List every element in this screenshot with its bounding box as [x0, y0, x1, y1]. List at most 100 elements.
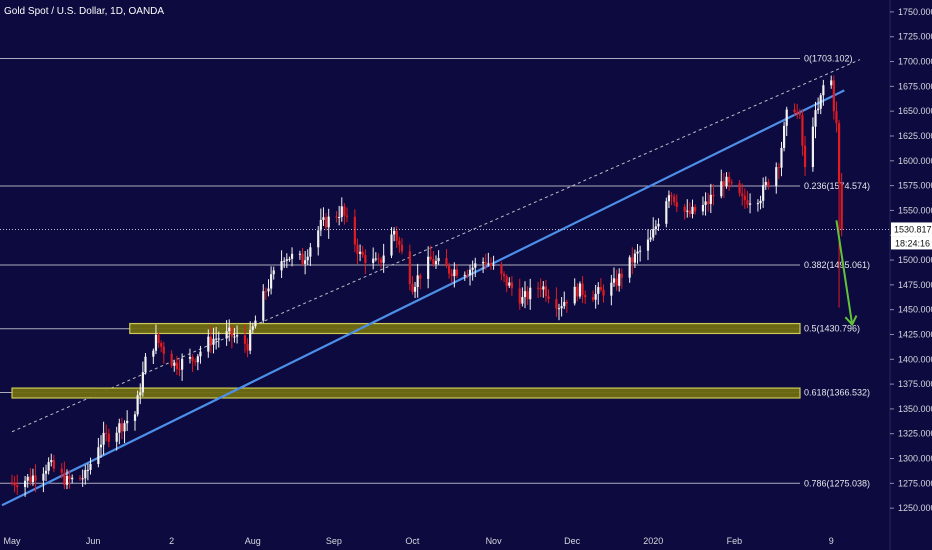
candle-body [356, 244, 359, 254]
zone-layer [11, 322, 801, 399]
candle-body [97, 447, 100, 464]
candle-body [649, 237, 652, 240]
fib-label: 0(1703.102) [804, 53, 853, 63]
candle-body [173, 362, 176, 366]
candle-body [411, 283, 414, 292]
candle-body [767, 181, 770, 186]
y-tick-label: 1625.000 [898, 131, 932, 141]
candle-body [160, 343, 163, 347]
candle-body [382, 255, 385, 263]
candle-body [557, 308, 561, 310]
candle-body [178, 368, 181, 370]
candle-body [536, 287, 540, 289]
candle-body [471, 267, 474, 270]
candle-body [730, 182, 733, 184]
y-tick-label: 1300.000 [898, 454, 932, 464]
candle-body [712, 194, 715, 197]
candle-body [309, 247, 312, 257]
candle-body [594, 293, 597, 300]
y-tick-label: 1750.000 [898, 7, 932, 17]
candle-body [707, 201, 710, 204]
candle-body [157, 334, 160, 344]
candle-body [374, 258, 377, 260]
candle-body [427, 256, 430, 279]
x-tick-label: 2 [169, 536, 174, 546]
candle-body [44, 470, 48, 474]
y-tick-label: 1675.000 [898, 81, 932, 91]
candle-body [319, 219, 322, 231]
candle-body [597, 287, 600, 294]
x-tick-label: Jun [86, 536, 101, 546]
candle-body [118, 423, 121, 433]
candle-body [474, 263, 477, 268]
candle-body [798, 112, 801, 116]
candle-body [652, 229, 655, 238]
candle-body [796, 112, 799, 114]
candle-body [463, 274, 466, 276]
candle-body [50, 460, 53, 463]
candle-body [746, 200, 749, 205]
candle-body [65, 476, 69, 485]
candle-body [654, 226, 657, 230]
candle-body [345, 215, 349, 217]
candle-body [500, 264, 503, 274]
candle-body [191, 356, 194, 362]
y-tick-label: 1600.000 [898, 156, 932, 166]
last-price-tag: 1530.817 18:24:16 [0, 222, 932, 250]
channel-layer [11, 59, 861, 433]
y-tick-label: 1275.000 [898, 478, 932, 488]
candle-layer [10, 75, 843, 497]
candle-body [667, 195, 671, 202]
candle-body [544, 286, 548, 297]
candle-body [728, 176, 731, 183]
candle-body [542, 286, 545, 290]
candle-body [272, 270, 275, 275]
candle-body [782, 125, 786, 148]
candle-body [830, 80, 833, 86]
candle-body [338, 217, 341, 219]
candle-body [573, 286, 576, 304]
candle-body [304, 260, 307, 264]
candle-body [215, 338, 218, 340]
candle-body [102, 432, 105, 445]
candle-body [361, 251, 364, 255]
candle-body [445, 258, 448, 267]
candle-body [395, 230, 398, 241]
candle-body [686, 210, 689, 212]
candle-body [280, 261, 283, 271]
candle-body [251, 326, 254, 330]
candle-body [99, 444, 103, 448]
y-tick-label: 1375.000 [898, 379, 932, 389]
candle-body [126, 420, 129, 424]
candle-body [327, 216, 330, 228]
y-tick-label: 1400.000 [898, 354, 932, 364]
support-zone [129, 322, 801, 335]
candle-body [738, 183, 741, 194]
candle-body [620, 273, 623, 278]
candle-body [709, 194, 712, 204]
x-tick-label: Nov [486, 536, 503, 546]
candle-body [492, 264, 495, 266]
time-axis[interactable]: May Jun 2 Aug Sep Oct Nov Dec 2020 Feb 9 [3, 536, 833, 546]
fib-label: 0.236(1574.574) [804, 181, 870, 191]
price-axis[interactable]: 1250.000 1275.000 1300.000 1325.000 1350.000… [889, 0, 932, 550]
candle-body [437, 258, 440, 262]
candle-body [212, 338, 215, 345]
candle-body [235, 335, 239, 337]
candle-body [487, 263, 490, 265]
candle-body [31, 475, 35, 483]
y-tick-label: 1575.000 [898, 181, 932, 191]
candle-body [364, 254, 367, 263]
fib-label: 0.382(1495.061) [804, 260, 870, 270]
candle-body [502, 273, 506, 277]
candle-body [482, 261, 485, 264]
candle-body [283, 260, 286, 262]
candle-body [317, 230, 320, 248]
y-tick-label: 1700.000 [898, 57, 932, 67]
candle-body [741, 193, 744, 196]
candle-body [175, 362, 178, 369]
candle-body [683, 206, 686, 212]
candle-body [233, 336, 236, 338]
candle-body [60, 468, 63, 473]
y-tick-label: 1550.000 [898, 205, 932, 215]
